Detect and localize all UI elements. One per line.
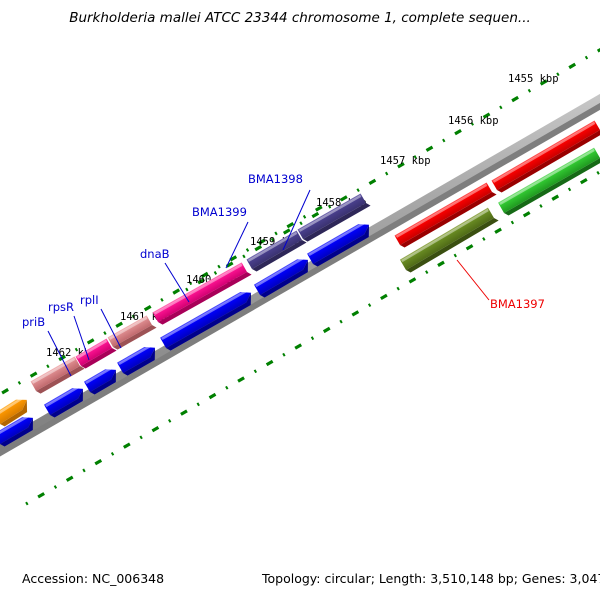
gene-feature-body[interactable] [0,395,30,424]
gene-feature[interactable] [498,146,600,217]
gene-label[interactable]: BMA1398 [248,172,303,186]
gene-feature-shadow [0,417,33,447]
gene-feature-shadow [50,388,83,418]
gene-feature-body[interactable] [43,384,86,415]
gene-feature-body[interactable] [246,230,302,269]
backbone-shadow [0,101,600,457]
gene-feature[interactable] [0,413,38,448]
gene-feature-shadow [113,325,157,350]
gene-feature-highlight [76,339,108,359]
gene-feature-body[interactable] [307,220,372,264]
gene-feature[interactable] [399,206,499,274]
gene-feature-body[interactable] [491,120,600,190]
gene-feature-body[interactable] [394,182,493,245]
gene-feature-highlight [0,396,25,417]
gene-feature-shadow [81,347,117,369]
gene-feature[interactable] [253,255,313,299]
gene-feature-shadow [36,366,85,394]
gene-feature[interactable] [0,395,32,428]
gene-feature-shadow [400,192,497,248]
gene-feature[interactable] [152,261,252,326]
gene-feature-body[interactable] [83,365,119,392]
gene-feature-shadow [90,369,116,395]
gene-label-leader-line [456,259,490,301]
gene-label[interactable]: dnaB [140,247,170,261]
gene-feature-body[interactable] [117,343,158,373]
gene-feature[interactable] [83,365,121,396]
gene-feature-shadow [0,399,28,427]
gene-feature-highlight [401,209,489,263]
gene-feature-highlight [298,194,362,232]
gene-label-leader-line [282,189,311,251]
gene-feature-shadow [504,157,600,216]
gene-feature-highlight [395,183,488,238]
gene-feature-highlight [153,263,243,315]
gene-label-leader-line [47,330,72,377]
gene-label-leader-line [100,308,122,349]
gene-feature-highlight [45,385,81,408]
gene-feature-highlight [85,366,114,385]
gene-label-leader-line [164,262,190,303]
gene-feature-body[interactable] [152,262,247,322]
gene-feature[interactable] [107,314,157,351]
gene-feature-body[interactable] [297,193,366,239]
gene-feature-body[interactable] [107,315,152,347]
gene-label[interactable]: priB [22,315,45,329]
gene-label-leader-line [73,315,90,361]
gene-feature[interactable] [307,220,374,268]
gene-feature-highlight [108,316,148,340]
gene-feature-highlight [118,343,153,366]
gene-label[interactable]: BMA1397 [490,297,545,311]
gene-feature-highlight [308,220,367,257]
features-lower-strand[interactable] [0,146,600,448]
gene-feature-highlight [0,414,31,437]
gene-feature[interactable] [246,229,307,273]
gene-feature-shadow [158,272,252,325]
gene-feature-body[interactable] [30,356,80,391]
gene-feature-body[interactable] [0,413,36,444]
gene-feature-highlight [255,256,306,288]
gene-feature-highlight [161,288,249,341]
gene-feature[interactable] [117,343,160,377]
gene-feature[interactable] [75,337,117,370]
gene-label[interactable]: rplI [80,293,99,307]
gene-feature-shadow [497,130,600,193]
gene-feature-shadow [166,292,252,351]
gene-feature-body[interactable] [399,207,495,270]
features-upper-strand[interactable] [30,119,600,395]
gene-feature-body[interactable] [75,338,113,366]
gene-feature-shadow [123,347,156,376]
page-title: Burkholderia mallei ATCC 23344 chromosom… [69,10,531,26]
ruler-tick-label: 1457 kbp [380,155,431,167]
genome-stats-text: Topology: circular; Length: 3,510,148 bp… [262,571,600,586]
gene-feature-shadow [303,203,371,242]
accession-text: Accession: NC_006348 [22,571,165,586]
gene-feature-shadow [313,224,370,267]
ruler-tick-label: 1455 kbp [508,73,559,85]
gene-feature[interactable] [491,119,600,194]
gene-feature-body[interactable] [253,255,311,295]
gene-feature-shadow [406,217,499,273]
ruler-line-lower [25,169,600,506]
gene-feature-highlight [492,121,596,183]
gene-feature-highlight [247,231,298,262]
gene-feature-shadow [252,239,307,272]
gene-feature-body[interactable] [498,147,600,213]
gene-feature-body[interactable] [160,288,254,348]
gene-feature[interactable] [297,192,371,243]
gene-feature-highlight [499,148,595,206]
gene-feature[interactable] [160,288,256,352]
ruler-tick-label: 1456 kbp [448,115,499,127]
gene-feature-shadow [260,259,308,298]
gene-label-leader-line [225,221,249,269]
gene-feature[interactable] [43,384,88,419]
gene-label[interactable]: BMA1399 [192,205,247,219]
ruler-line-upper [185,47,600,292]
gene-feature[interactable] [394,181,497,249]
gene-label[interactable]: rpsR [48,300,74,314]
